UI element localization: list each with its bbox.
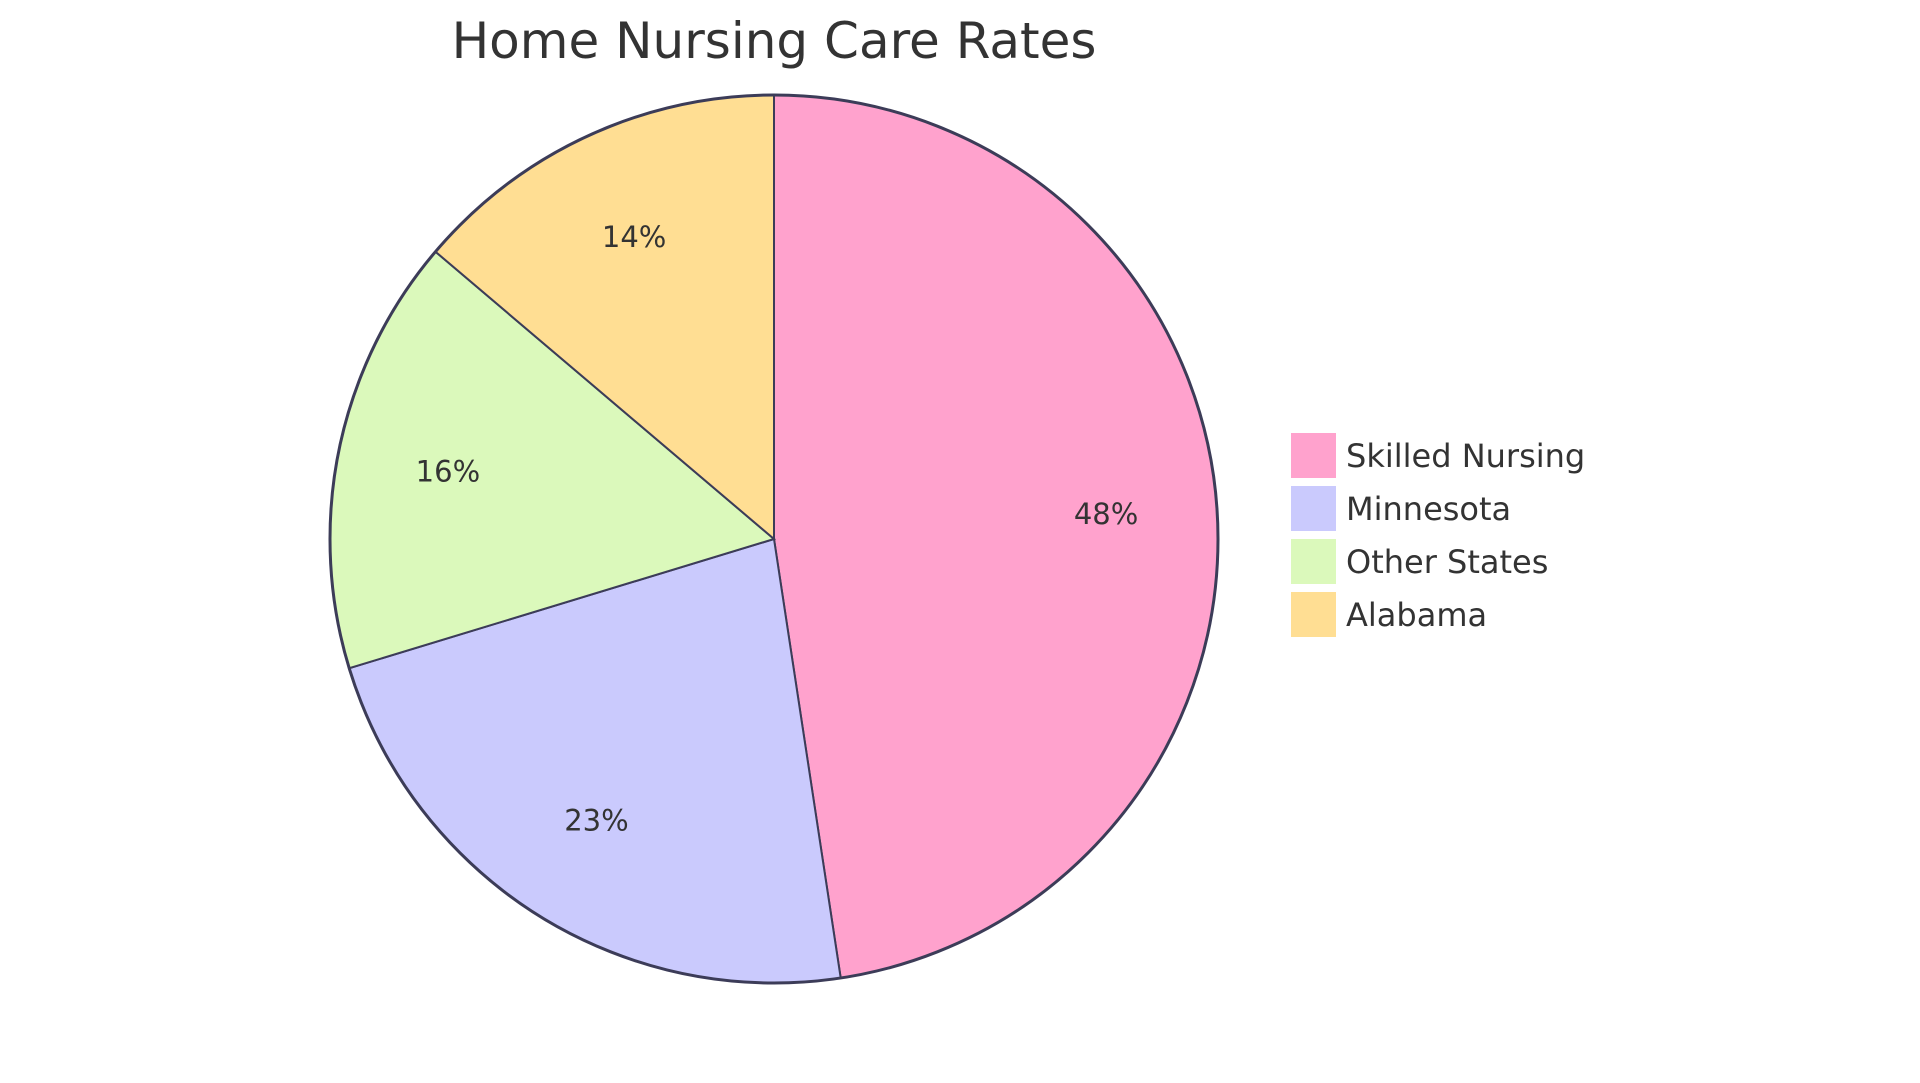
chart-title: Home Nursing Care Rates xyxy=(452,12,1097,70)
slice-label: 14% xyxy=(602,220,666,254)
pie-slice-skilled-nursing xyxy=(773,93,1219,980)
slice-label: 16% xyxy=(416,454,480,488)
legend-label: Alabama xyxy=(1346,596,1487,634)
legend-swatch xyxy=(1291,486,1336,531)
legend-label: Skilled Nursing xyxy=(1346,437,1585,475)
slice-label: 23% xyxy=(564,804,628,838)
legend-swatch xyxy=(1291,592,1336,637)
legend-label: Minnesota xyxy=(1346,490,1511,528)
legend-label: Other States xyxy=(1346,543,1548,581)
legend-swatch xyxy=(1291,539,1336,584)
legend-swatch xyxy=(1291,433,1336,478)
pie-outline xyxy=(328,93,1220,985)
slice-label: 48% xyxy=(1074,497,1138,531)
